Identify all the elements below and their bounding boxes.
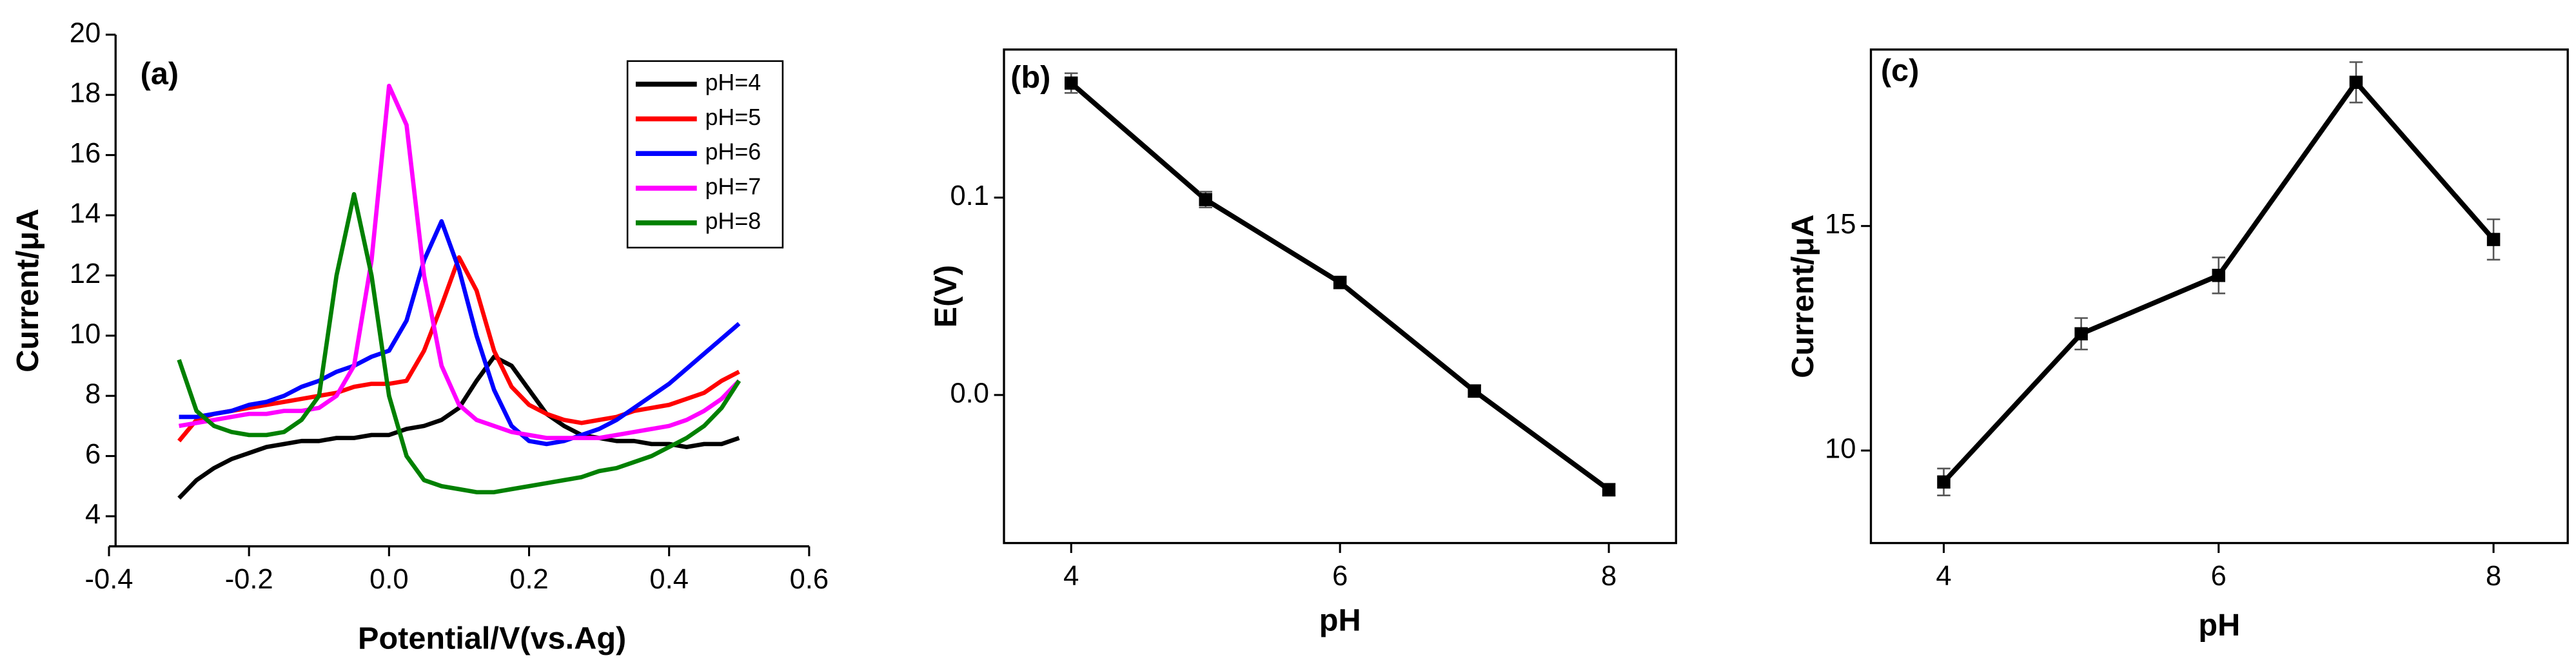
data-line bbox=[177, 255, 740, 443]
data-point bbox=[1468, 384, 1481, 398]
y-tick-label: 0.0 bbox=[950, 378, 988, 409]
x-axis-label: pH bbox=[1319, 603, 1361, 637]
y-tick-label: 16 bbox=[70, 138, 101, 169]
panel: 4 6 8 10 15 pH Current/μA (c) bbox=[1785, 48, 2569, 643]
data-point bbox=[2486, 233, 2501, 246]
y-tick-label: 18 bbox=[70, 78, 101, 109]
x-tick-label: 8 bbox=[2486, 561, 2501, 592]
legend-label: pH=5 bbox=[705, 104, 762, 130]
legend-label: pH=6 bbox=[705, 139, 762, 165]
y-tick-label: 8 bbox=[85, 379, 101, 410]
x-tick-label: 0.4 bbox=[649, 564, 689, 595]
x-axis-label: pH bbox=[2198, 608, 2240, 643]
x-tick-label: 0.0 bbox=[369, 564, 409, 595]
x-tick-label: 0.2 bbox=[509, 564, 549, 595]
data-point bbox=[2212, 269, 2226, 282]
data-line bbox=[177, 191, 742, 494]
plot-frame bbox=[1869, 48, 2569, 545]
x-tick-label: 6 bbox=[2211, 561, 2227, 592]
x-tick-label: 8 bbox=[1601, 561, 1617, 592]
y-tick-label: 6 bbox=[85, 439, 101, 470]
panel: -0.4 -0.2 0.0 0.2 0.4 0.6 4 6 8 10 12 14 16 18 20 Poten… bbox=[10, 17, 829, 655]
y-tick-label: 14 bbox=[70, 199, 101, 229]
panel-label: (c) bbox=[1881, 53, 1919, 88]
x-tick-label: -0.2 bbox=[225, 564, 273, 595]
y-axis-label: Current/μA bbox=[10, 209, 45, 373]
data-line bbox=[177, 354, 740, 500]
data-line bbox=[179, 219, 741, 447]
x-axis-label: Potential/V(vs.Ag) bbox=[358, 621, 626, 656]
x-tick-label: 4 bbox=[1063, 561, 1079, 592]
data-point bbox=[1333, 276, 1347, 289]
legend-label: pH=4 bbox=[705, 70, 762, 95]
y-axis-label: Current/μA bbox=[1785, 215, 1820, 378]
y-tick-label: 4 bbox=[85, 499, 101, 530]
data-point bbox=[2349, 75, 2363, 89]
y-tick-label: 10 bbox=[70, 318, 101, 349]
data-point bbox=[1065, 76, 1078, 90]
legend-label: pH=8 bbox=[705, 208, 762, 234]
data-point bbox=[1937, 475, 1951, 489]
plot-frame bbox=[1003, 48, 1677, 545]
x-tick-label: 4 bbox=[1936, 561, 1951, 592]
y-tick-label: 20 bbox=[70, 17, 101, 48]
data-point bbox=[2074, 327, 2088, 341]
y-tick-label: 0.1 bbox=[950, 180, 988, 211]
y-axis-label: E(V) bbox=[929, 265, 963, 327]
data-point bbox=[1199, 193, 1212, 206]
x-tick-label: 6 bbox=[1332, 561, 1348, 592]
data-line bbox=[179, 83, 741, 440]
panel-label: (a) bbox=[141, 57, 179, 92]
panel: 4 6 8 0.0 0.1 pH E(V) (b) bbox=[929, 48, 1677, 637]
y-tick-label: 10 bbox=[1825, 434, 1856, 465]
x-tick-label: -0.4 bbox=[85, 564, 133, 595]
y-tick-label: 15 bbox=[1825, 209, 1856, 240]
y-tick-label: 12 bbox=[70, 258, 101, 289]
data-point bbox=[1602, 483, 1616, 497]
panel-label: (b) bbox=[1010, 60, 1050, 95]
legend-label: pH=7 bbox=[705, 173, 762, 199]
x-tick-label: 0.6 bbox=[790, 564, 829, 595]
